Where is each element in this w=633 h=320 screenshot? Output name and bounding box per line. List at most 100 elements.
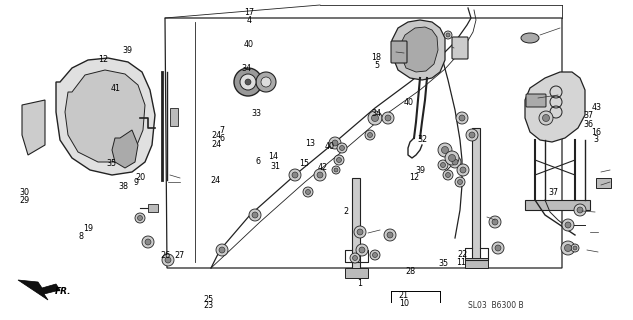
Circle shape [372, 115, 379, 122]
Circle shape [240, 74, 256, 90]
Circle shape [303, 187, 313, 197]
Circle shape [385, 115, 391, 121]
Text: 36: 36 [584, 120, 594, 129]
Circle shape [142, 236, 154, 248]
Text: 18: 18 [372, 53, 382, 62]
Circle shape [162, 254, 174, 266]
Circle shape [137, 215, 142, 220]
Circle shape [234, 68, 262, 96]
Circle shape [445, 151, 459, 165]
Text: 11: 11 [456, 258, 466, 267]
Text: 27: 27 [175, 252, 185, 260]
Circle shape [489, 216, 501, 228]
Text: 2: 2 [343, 207, 348, 216]
Circle shape [306, 189, 311, 195]
Circle shape [539, 111, 553, 125]
Circle shape [357, 229, 363, 235]
Text: 28: 28 [405, 268, 415, 276]
Circle shape [571, 244, 579, 252]
Text: 6: 6 [256, 157, 261, 166]
Polygon shape [22, 100, 45, 155]
Circle shape [542, 115, 549, 122]
Text: 34: 34 [242, 64, 252, 73]
Text: 29: 29 [19, 196, 29, 204]
Text: 43: 43 [591, 103, 601, 112]
Circle shape [356, 244, 368, 256]
Circle shape [438, 143, 452, 157]
Text: 37: 37 [549, 188, 559, 196]
Circle shape [337, 157, 341, 163]
FancyBboxPatch shape [526, 94, 546, 107]
Text: 6: 6 [219, 134, 224, 143]
Text: 26: 26 [161, 252, 171, 260]
Text: 31: 31 [270, 162, 280, 171]
Circle shape [261, 77, 271, 87]
Circle shape [495, 245, 501, 251]
Text: 30: 30 [19, 188, 29, 196]
Text: 7: 7 [219, 126, 224, 135]
Bar [596, 178, 611, 188]
Bar [148, 204, 158, 212]
Circle shape [350, 253, 360, 263]
Polygon shape [352, 178, 360, 275]
Circle shape [459, 115, 465, 121]
Circle shape [368, 111, 382, 125]
Polygon shape [400, 27, 438, 72]
Circle shape [449, 155, 456, 162]
Circle shape [165, 257, 171, 263]
Circle shape [469, 132, 475, 138]
Text: 24: 24 [211, 140, 222, 148]
Text: 35: 35 [106, 159, 116, 168]
Text: 17: 17 [244, 8, 254, 17]
Circle shape [368, 132, 372, 138]
FancyBboxPatch shape [391, 41, 407, 63]
Circle shape [457, 164, 469, 176]
Circle shape [334, 155, 344, 165]
Text: 40: 40 [244, 40, 254, 49]
Text: 5: 5 [374, 61, 379, 70]
Circle shape [577, 207, 583, 213]
Text: 15: 15 [299, 159, 310, 168]
Text: 12: 12 [98, 55, 108, 64]
Circle shape [441, 163, 446, 167]
Bar [170, 108, 178, 126]
Text: 20: 20 [135, 173, 146, 182]
Text: 10: 10 [399, 299, 409, 308]
Circle shape [359, 247, 365, 253]
Text: 37: 37 [584, 111, 594, 120]
Polygon shape [392, 20, 445, 80]
Circle shape [492, 219, 498, 225]
Text: 39: 39 [123, 46, 133, 55]
Circle shape [372, 252, 377, 258]
Text: 41: 41 [110, 84, 120, 93]
Text: 23: 23 [204, 301, 214, 310]
Circle shape [249, 209, 261, 221]
Polygon shape [18, 280, 60, 300]
Circle shape [455, 177, 465, 187]
Polygon shape [465, 258, 488, 268]
Circle shape [365, 130, 375, 140]
Text: 22: 22 [457, 250, 467, 259]
Circle shape [446, 33, 450, 37]
Circle shape [441, 147, 449, 154]
Circle shape [334, 168, 338, 172]
Circle shape [456, 112, 468, 124]
Text: 1: 1 [357, 279, 362, 288]
Circle shape [332, 166, 340, 174]
Circle shape [256, 72, 276, 92]
Circle shape [135, 213, 145, 223]
Text: 19: 19 [84, 224, 94, 233]
Text: 14: 14 [268, 152, 279, 161]
Circle shape [353, 255, 358, 260]
Polygon shape [525, 72, 585, 142]
Circle shape [438, 160, 448, 170]
Text: 4: 4 [246, 16, 251, 25]
Circle shape [339, 146, 344, 150]
Circle shape [337, 143, 347, 153]
Circle shape [444, 31, 452, 39]
Circle shape [245, 79, 251, 85]
Polygon shape [472, 128, 480, 265]
Text: 38: 38 [118, 182, 128, 191]
Circle shape [466, 129, 478, 141]
Circle shape [317, 172, 323, 178]
